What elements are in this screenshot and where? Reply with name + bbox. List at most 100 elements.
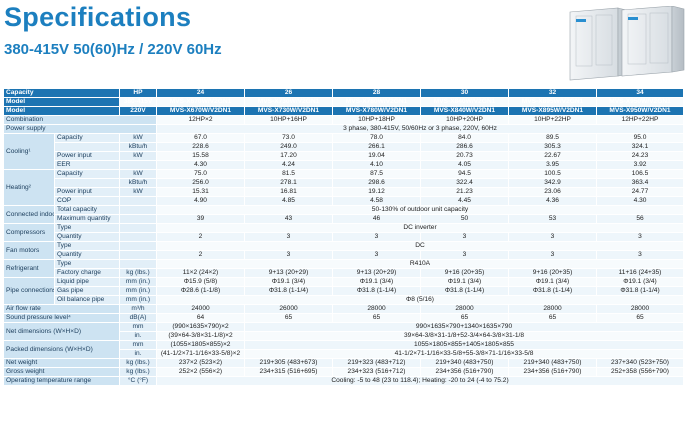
value-cell: 3 (596, 232, 684, 242)
table-row: kBtu/h 256.0 278.1 298.6 322.4 342.9 363.4 (4, 178, 684, 188)
value-cell: 3 (244, 250, 333, 260)
value-cell: 24000 (156, 304, 245, 314)
value-cell: MVS-X780W/V2DN1 (332, 106, 421, 116)
table-row: Gas pipe mm (in.) Φ28.6 (1-1/8) Φ31.8 (1-1/… (4, 286, 684, 296)
value-cell: 11×2 (24×2) (156, 268, 245, 278)
refrigerant-label: Refrigerant (3, 259, 55, 278)
value-cell: 75.0 (156, 169, 245, 179)
table-row: Power supply 3 phase, 380-415V, 50/60Hz o… (3, 124, 684, 134)
table-row: Power input kW 15.58 17.20 19.04 20.73 22.67 24… (4, 151, 684, 161)
table-row: Sound pressure level⁴ dB(A) 64 65 65 65 65 65 (3, 313, 684, 323)
value-cell: 3 (596, 250, 684, 260)
unit-cell: kW (119, 187, 157, 197)
unit-cell: kW (119, 151, 157, 161)
value-cell: 20.73 (420, 151, 509, 161)
unit-cell: in. (119, 349, 157, 359)
row-label: Type (54, 259, 120, 269)
table-row: Fan motors Type DC (3, 241, 684, 260)
table-row: kBtu/h 228.6 249.0 266.1 286.6 305.3 324.1 (4, 142, 684, 152)
row-label: Capacity (54, 169, 120, 179)
table-row: Net weight kg (lbs.) 237×2 (523×2) 219+305 … (3, 358, 684, 368)
row-label: COP (54, 196, 120, 206)
row-label: Gas pipe (54, 286, 120, 296)
value-cell: MVS-X730W/V2GN1 (244, 97, 333, 107)
value-cell: 4.10 (332, 160, 421, 170)
value-cell: 11+16 (24+35) (596, 268, 684, 278)
value-cell: 39 (156, 214, 245, 224)
value-cell: 4.85 (244, 196, 333, 206)
value-cell: 28000 (332, 304, 421, 314)
value-cell: 3 (244, 232, 333, 242)
table-row: Heating² Capacity kW 75.0 81.5 87.5 94.5 100.5 1… (3, 169, 684, 206)
value-cell: 278.1 (244, 178, 333, 188)
row-label: Factory charge (54, 268, 120, 278)
unit-cell (119, 205, 157, 215)
value-cell: 19.12 (332, 187, 421, 197)
table-row: Oil balance pipe mm (in.) Φ8 (5/16) (4, 295, 684, 305)
row-label (54, 142, 120, 152)
unit-cell: mm (in.) (119, 277, 157, 287)
value-cell: MVS-X670W/V2GN1 (156, 97, 245, 107)
value-cell: 12HP×2 (156, 115, 245, 125)
value-cell: 3 (508, 232, 597, 242)
row-label: Quantity (54, 250, 120, 260)
model-label: Model (3, 106, 120, 116)
value-cell: 266.1 (332, 142, 421, 152)
value-cell: 4.30 (156, 160, 245, 170)
hp-unit: HP (119, 88, 157, 98)
page-title: Specifications (4, 2, 192, 32)
value-cell: 10HP+18HP (332, 115, 421, 125)
net_weight-label: Net weight (3, 358, 120, 368)
value-cell: 237×2 (523×2) (156, 358, 245, 368)
capacity-header: Capacity (3, 88, 120, 98)
value-cell: 252+358 (556+790) (596, 367, 684, 377)
table-row: Power input kW 15.31 16.81 19.12 21.23 23.06 24… (4, 187, 684, 197)
net_dim-label: Net dimensions (W×H×D) (3, 322, 120, 341)
unit-cell: kW (119, 169, 157, 179)
value-cell: 43 (244, 214, 333, 224)
outdoor-unit-image (569, 6, 685, 81)
value-cell: 234+315 (516+695) (244, 367, 333, 377)
indoor-label: Connected indoor units (3, 205, 55, 224)
row-label (54, 178, 120, 188)
value-cell: (990×1635×790)×2 (156, 322, 245, 332)
value-cell: 26000 (244, 304, 333, 314)
value-cell: Φ19.1 (3/4) (508, 277, 597, 287)
row-label: Power input (54, 187, 120, 197)
value-cell: MVS-X840W/V2DN1 (420, 106, 509, 116)
value-cell: 22.67 (508, 151, 597, 161)
table-row: Operating temperature range °C (°F) Coolin… (3, 376, 684, 386)
value-cell: 30 (420, 88, 509, 98)
fans-label: Fan motors (3, 241, 55, 260)
value-cell: 19.04 (332, 151, 421, 161)
value-cell: 4.90 (156, 196, 245, 206)
value-cell: 65 (596, 313, 684, 323)
row-label: Total capacity (54, 205, 120, 215)
value-cell: 73.0 (244, 133, 333, 143)
value-cell: Φ19.1 (3/4) (244, 277, 333, 287)
value-cell: Φ31.8 (1-1/4) (508, 286, 597, 296)
value-cell: 9+13 (20+29) (244, 268, 333, 278)
value-cell: 3 (332, 250, 421, 260)
value-cell: 234+323 (516+712) (332, 367, 421, 377)
value-cell: 219+305 (483+673) (244, 358, 333, 368)
value-cell: 106.5 (596, 169, 684, 179)
table-row: COP 4.90 4.85 4.58 4.45 4.36 4.30 (4, 196, 684, 206)
value-cell: 10HP+16HP (244, 115, 333, 125)
operating-temp-label: Operating temperature range (3, 376, 120, 386)
voltage-label: 380-415V (119, 97, 157, 107)
value-cell: Φ31.8 (1-1/4) (244, 286, 333, 296)
power-supply-label: Power supply (3, 124, 157, 134)
value-cell: 28000 (596, 304, 684, 314)
value-cell: 67.0 (156, 133, 245, 143)
value-cell: 15.58 (156, 151, 245, 161)
heating-label: Heating² (3, 169, 55, 206)
unit-cell (119, 160, 157, 170)
value-cell: 53 (508, 214, 597, 224)
unit-cell: m³/h (119, 304, 157, 314)
unit-cell (119, 223, 157, 233)
table-row: Factory charge kg (lbs.) 11×2 (24×2) 9+13 (… (4, 268, 684, 278)
value-cell: 24 (156, 88, 245, 98)
voltage-label: 220V (119, 106, 157, 116)
value-cell: 9+13 (20+29) (332, 268, 421, 278)
